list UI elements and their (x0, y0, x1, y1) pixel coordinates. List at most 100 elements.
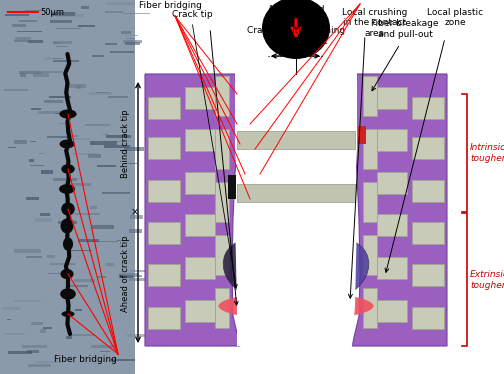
Ellipse shape (299, 239, 369, 299)
Bar (377, 87, 407, 109)
Bar (71, 334, 95, 336)
Bar (42, 71, 62, 73)
Bar (358, 126, 366, 144)
Bar (377, 214, 407, 236)
Bar (105, 43, 117, 45)
Bar (31, 108, 41, 110)
Ellipse shape (60, 218, 74, 233)
Bar (148, 97, 180, 119)
Bar (148, 307, 180, 329)
Text: Behind crack tip: Behind crack tip (121, 110, 131, 178)
Text: Local crushing
in the contact
area: Local crushing in the contact area (342, 8, 408, 38)
Bar (215, 76, 229, 116)
Bar (113, 141, 125, 142)
Ellipse shape (60, 288, 76, 300)
Bar (53, 61, 79, 62)
Bar (215, 182, 229, 222)
Bar (106, 135, 131, 138)
Bar (70, 220, 75, 223)
Bar (185, 172, 215, 194)
Ellipse shape (61, 164, 75, 174)
Bar (148, 137, 180, 159)
Bar (68, 135, 78, 137)
Bar (123, 40, 142, 43)
Text: ×: × (131, 207, 139, 217)
Bar (90, 206, 97, 209)
Bar (5, 14, 29, 16)
Ellipse shape (63, 237, 73, 251)
Bar (148, 264, 180, 286)
Bar (69, 84, 86, 88)
Bar (58, 123, 71, 125)
Bar (110, 51, 134, 53)
Bar (363, 182, 377, 222)
Ellipse shape (59, 110, 77, 119)
Bar (56, 28, 81, 30)
Bar (185, 214, 215, 236)
Bar (124, 42, 140, 45)
Bar (33, 73, 48, 77)
Bar (39, 153, 44, 154)
Bar (215, 129, 229, 169)
Bar (48, 273, 64, 275)
Bar (377, 129, 407, 151)
Bar (121, 31, 132, 34)
Bar (22, 345, 47, 348)
Bar (40, 213, 50, 216)
Bar (122, 13, 150, 14)
Bar (47, 255, 55, 258)
Bar (43, 327, 52, 329)
Text: Fiber bridging: Fiber bridging (53, 356, 116, 365)
Bar (36, 361, 62, 364)
Bar (38, 110, 62, 114)
Ellipse shape (223, 239, 293, 299)
Bar (35, 218, 52, 221)
Bar (78, 25, 95, 27)
Bar (89, 92, 112, 95)
Bar (49, 96, 71, 98)
Bar (41, 170, 53, 174)
Bar (185, 129, 215, 151)
Bar (123, 147, 144, 151)
Text: Extrinsic
toughening: Extrinsic toughening (470, 270, 504, 290)
Bar (4, 89, 28, 91)
Bar (68, 184, 91, 187)
Bar (53, 178, 78, 181)
Bar (8, 351, 32, 354)
Bar (50, 20, 72, 23)
Bar (377, 257, 407, 279)
Bar (363, 288, 377, 328)
Bar (85, 124, 110, 126)
Ellipse shape (61, 311, 75, 317)
Bar (46, 135, 67, 138)
Bar (27, 350, 39, 353)
Bar (92, 226, 113, 229)
Bar (215, 288, 229, 328)
Bar (91, 346, 117, 348)
Bar (127, 334, 150, 337)
Bar (28, 40, 43, 43)
Text: Fiber breakage
and pull-out: Fiber breakage and pull-out (371, 19, 439, 39)
Bar (148, 222, 180, 244)
Bar (50, 263, 75, 265)
Bar (56, 46, 68, 47)
Bar (123, 163, 137, 164)
Ellipse shape (60, 269, 74, 279)
Bar (96, 92, 109, 94)
Bar (130, 215, 143, 219)
Bar (363, 76, 377, 116)
Bar (5, 333, 25, 335)
Bar (25, 10, 41, 12)
Bar (412, 222, 444, 244)
Bar (377, 300, 407, 322)
Bar (412, 264, 444, 286)
Bar (119, 273, 139, 275)
Bar (412, 180, 444, 202)
Bar (26, 256, 42, 258)
Bar (215, 235, 229, 275)
Bar (412, 137, 444, 159)
Bar (237, 184, 355, 202)
Bar (185, 257, 215, 279)
Bar (44, 57, 51, 60)
Bar (228, 175, 236, 199)
